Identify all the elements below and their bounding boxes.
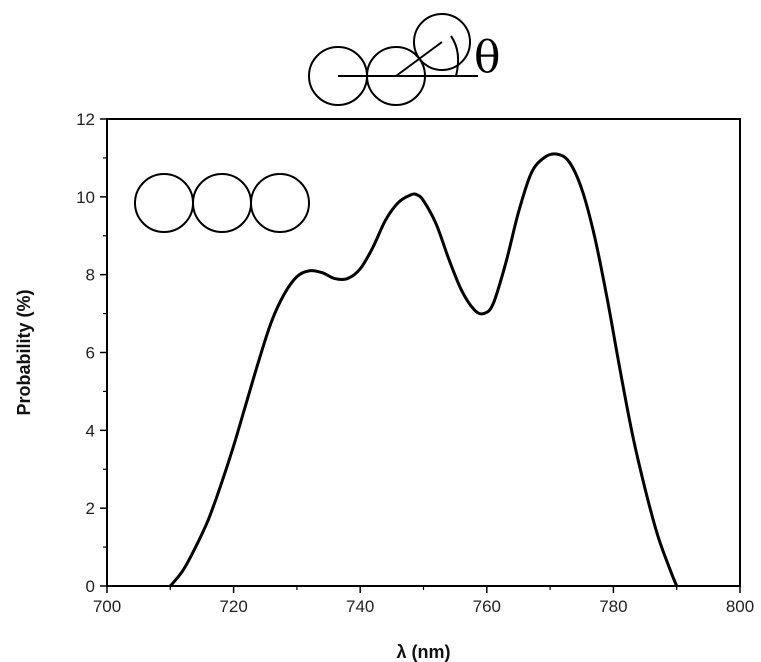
bent-trimer-diagram [308,13,478,106]
y-axis: 0 2 4 6 8 10 12 [76,110,107,596]
linear-trimer-circle-1 [134,173,194,233]
x-tick-label: 760 [473,597,501,616]
y-tick-label: 0 [86,577,95,596]
x-axis: 700 720 740 760 780 800 [93,586,754,616]
theta-label: θ [474,32,501,83]
bent-trimer-angle-arc [450,35,460,77]
plot-frame [106,118,741,587]
y-tick-label: 8 [86,266,95,285]
y-tick-label: 10 [76,188,95,207]
x-tick-label: 740 [346,597,374,616]
bent-trimer-bond-line [395,41,443,77]
x-tick-label: 700 [93,597,121,616]
x-axis-title: λ (nm) [397,642,451,662]
y-tick-label: 12 [76,110,95,129]
x-tick-label: 780 [599,597,627,616]
bent-trimer-circle-3 [413,13,471,71]
x-tick-label: 800 [726,597,754,616]
linear-trimer-diagram [134,173,310,233]
x-tick-label: 720 [219,597,247,616]
linear-trimer-circle-3 [250,173,310,233]
y-tick-label: 4 [86,421,95,440]
series-line [168,152,679,588]
y-axis-title: Probability (%) [14,289,34,415]
linear-trimer-circle-2 [192,173,252,233]
y-tick-label: 6 [86,344,95,363]
y-tick-label: 2 [86,499,95,518]
